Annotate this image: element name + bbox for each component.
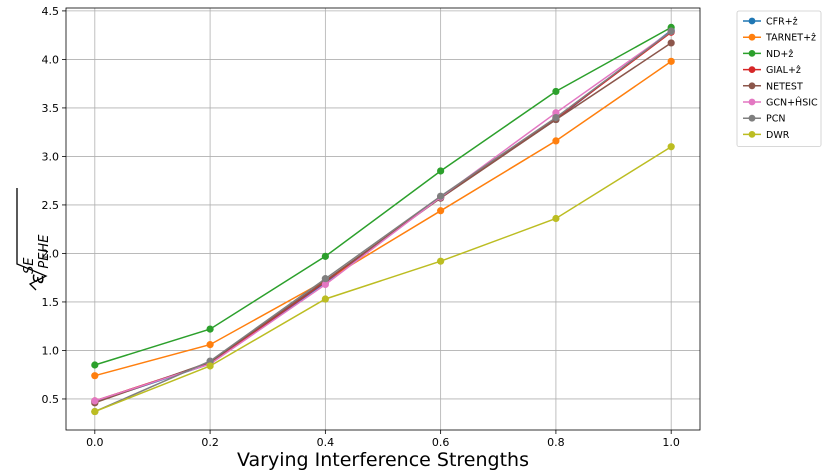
series-8-point bbox=[206, 362, 214, 370]
series-1-line bbox=[94, 29, 672, 403]
legend-swatch-marker bbox=[748, 17, 756, 25]
legend-swatch-marker bbox=[748, 98, 756, 106]
series-8-line bbox=[94, 146, 672, 413]
series-8-point bbox=[552, 214, 560, 223]
y-axis-label-text: ε PEHE SE bbox=[22, 229, 52, 284]
legend-label: TARNET+ẑ bbox=[765, 33, 816, 44]
legend-entry: GCN+ĤSIC bbox=[743, 97, 818, 109]
series-3-point bbox=[91, 361, 99, 369]
series-8-point bbox=[437, 257, 445, 265]
series-7-point bbox=[437, 192, 445, 200]
series-2-line bbox=[94, 60, 672, 377]
series-3-point bbox=[206, 325, 214, 333]
series-2 bbox=[91, 57, 675, 380]
legend-swatch-marker bbox=[748, 114, 756, 122]
series-3 bbox=[91, 23, 675, 369]
series-7-point bbox=[667, 27, 675, 35]
series-6 bbox=[91, 27, 675, 405]
y-tick-label: 4.0 bbox=[42, 53, 60, 66]
legend-label: PCN bbox=[766, 114, 785, 125]
legend-entry: DWR bbox=[743, 130, 790, 141]
series-4-line bbox=[94, 31, 672, 402]
y-tick-label: 1.5 bbox=[42, 296, 60, 309]
y-axis-label-subscript: PEHE bbox=[37, 234, 52, 269]
series-8 bbox=[91, 143, 675, 416]
x-tick-label: 0.4 bbox=[317, 436, 335, 449]
y-axis-label-base: ε bbox=[26, 274, 48, 284]
y-tick-label: 4.5 bbox=[42, 5, 60, 18]
legend-entry: TARNET+ẑ bbox=[743, 33, 816, 44]
axis-ticks: 0.0 0.2 0.4 0.6 0.8 1.0 0.5 1.0 1.5 2.0 2.5 3.0 3.5 4… bbox=[42, 5, 680, 449]
legend-swatch-marker bbox=[748, 33, 756, 41]
series-3-point bbox=[552, 87, 560, 96]
legend-label: NETEST bbox=[766, 81, 803, 92]
y-tick-label: 3.0 bbox=[42, 150, 60, 163]
legend-label: ND+ẑ bbox=[766, 49, 793, 60]
legend-swatch-marker bbox=[748, 82, 756, 90]
y-axis-label-radical bbox=[16, 188, 48, 291]
series-7-point bbox=[321, 275, 329, 283]
series-7-point bbox=[552, 114, 560, 122]
y-axis-label-superscript: SE bbox=[22, 257, 37, 274]
series-8-point bbox=[91, 407, 99, 416]
x-axis-label: Varying Interference Strengths bbox=[237, 449, 529, 471]
series-2-point bbox=[437, 207, 445, 215]
series-7 bbox=[91, 27, 675, 416]
series-2-point bbox=[552, 137, 560, 145]
legend-swatch-marker bbox=[748, 66, 756, 73]
series-8-point bbox=[667, 143, 675, 151]
series-3-line bbox=[94, 26, 672, 366]
x-tick-label: 0.8 bbox=[547, 436, 565, 449]
y-tick-label: 0.5 bbox=[42, 393, 60, 406]
series-6-line bbox=[94, 30, 672, 402]
x-tick-label: 0.0 bbox=[86, 436, 104, 449]
legend-label: CFR+ẑ bbox=[766, 17, 798, 28]
series-4 bbox=[91, 28, 675, 405]
x-tick-label: 0.6 bbox=[432, 436, 450, 449]
series-lines bbox=[91, 23, 675, 416]
x-tick-label: 0.2 bbox=[201, 436, 219, 449]
legend-swatch-marker bbox=[748, 50, 756, 57]
series-7-line bbox=[94, 30, 672, 413]
series-2-point bbox=[667, 57, 675, 65]
plot-area-frame bbox=[65, 7, 701, 431]
series-5-point bbox=[667, 39, 675, 47]
grid-lines bbox=[66, 8, 700, 430]
legend-swatch-marker bbox=[748, 131, 756, 138]
y-tick-label: 2.5 bbox=[42, 199, 60, 212]
series-6-point bbox=[321, 280, 329, 289]
series-2-point bbox=[206, 341, 214, 349]
legend: CFR+ẑ TARNET+ẑ ND+ẑ GIAL+ẑ NETEST GCN+ĤSIC PCN… bbox=[736, 10, 822, 148]
legend-label: GCN+ĤSIC bbox=[766, 97, 818, 109]
series-8-point bbox=[321, 295, 329, 303]
series-6-point bbox=[91, 397, 99, 405]
series-2-point bbox=[91, 372, 99, 380]
legend-entry: PCN bbox=[743, 114, 785, 125]
legend-entry: NETEST bbox=[743, 81, 803, 92]
y-tick-label: 1.0 bbox=[42, 344, 60, 357]
series-3-point bbox=[321, 252, 329, 260]
legend-label: GIAL+ẑ bbox=[766, 65, 801, 76]
legend-entry: CFR+ẑ bbox=[743, 17, 798, 28]
y-tick-label: 3.5 bbox=[42, 102, 60, 115]
series-3-point bbox=[437, 167, 445, 175]
x-tick-label: 1.0 bbox=[662, 436, 680, 449]
y-axis-label: ε PEHE SE bbox=[16, 188, 52, 291]
legend-box bbox=[736, 10, 822, 148]
legend-entry: ND+ẑ bbox=[743, 49, 793, 60]
legend-entry: GIAL+ẑ bbox=[743, 65, 801, 76]
series-1 bbox=[91, 26, 675, 406]
legend-label: DWR bbox=[766, 130, 790, 141]
y-tick-label: 2.0 bbox=[42, 247, 60, 260]
